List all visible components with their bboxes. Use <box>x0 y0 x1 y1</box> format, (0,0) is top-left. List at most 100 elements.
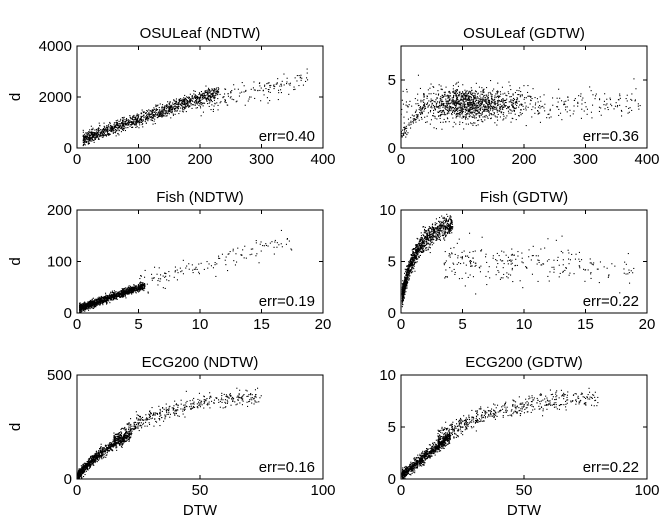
scatter-point <box>414 119 416 121</box>
scatter-point <box>464 114 466 116</box>
scatter-point <box>461 94 463 96</box>
scatter-point <box>423 99 425 101</box>
scatter-point <box>300 76 302 78</box>
scatter-point <box>488 114 490 116</box>
scatter-point <box>564 103 566 105</box>
scatter-point <box>525 105 527 107</box>
scatter-point <box>438 101 440 103</box>
scatter-point <box>417 244 419 246</box>
scatter-point <box>490 103 492 105</box>
scatter-point <box>467 111 469 113</box>
scatter-point <box>501 99 503 101</box>
scatter-point <box>181 105 183 107</box>
scatter-point <box>428 232 430 234</box>
scatter-point <box>485 94 487 96</box>
scatter-point <box>123 116 125 118</box>
scatter-point <box>456 82 458 84</box>
scatter-point <box>465 114 467 116</box>
scatter-point <box>240 254 242 256</box>
scatter-point <box>177 107 179 109</box>
scatter-point <box>485 114 487 116</box>
scatter-point <box>413 115 415 117</box>
scatter-point <box>438 224 440 226</box>
scatter-point <box>460 93 462 95</box>
scatter-point <box>447 111 449 113</box>
scatter-point <box>85 308 87 310</box>
scatter-point <box>207 99 209 101</box>
scatter-point <box>79 310 81 312</box>
scatter-point <box>135 116 137 118</box>
scatter-point <box>484 119 486 121</box>
scatter-point <box>91 299 93 301</box>
scatter-point <box>117 128 119 130</box>
scatter-point <box>429 243 431 245</box>
scatter-point <box>499 106 501 108</box>
scatter-point <box>164 113 166 115</box>
scatter-point <box>488 111 490 113</box>
scatter-point <box>134 123 136 125</box>
scatter-point <box>80 304 82 306</box>
scatter-point <box>122 127 124 129</box>
scatter-point <box>416 114 418 116</box>
scatter-point <box>120 123 122 125</box>
scatter-point <box>515 108 517 110</box>
y-tick-label: 100 <box>47 254 72 271</box>
scatter-point <box>469 111 471 113</box>
scatter-point <box>161 116 163 118</box>
scatter-point <box>200 262 202 264</box>
scatter-point <box>159 115 161 117</box>
scatter-point <box>169 101 171 103</box>
scatter-point <box>429 244 431 246</box>
scatter-point <box>130 118 132 120</box>
scatter-point <box>508 107 510 109</box>
scatter-point <box>581 99 583 101</box>
scatter-point <box>144 283 146 285</box>
scatter-point <box>133 117 135 119</box>
scatter-point <box>210 99 212 101</box>
scatter-point <box>426 95 428 97</box>
scatter-point <box>92 304 94 306</box>
scatter-point <box>496 91 498 93</box>
scatter-point <box>269 86 271 88</box>
scatter-point <box>449 95 451 97</box>
scatter-point <box>492 105 494 107</box>
scatter-point <box>115 122 117 124</box>
scatter-point <box>521 112 523 114</box>
scatter-point <box>112 128 114 130</box>
scatter-point <box>138 121 140 123</box>
scatter-point <box>179 101 181 103</box>
scatter-point <box>84 139 86 141</box>
scatter-point <box>194 94 196 96</box>
scatter-point <box>491 106 493 108</box>
scatter-point <box>192 104 194 106</box>
scatter-point <box>489 91 491 93</box>
scatter-point <box>445 106 447 108</box>
scatter-point <box>87 303 89 305</box>
scatter-point <box>128 290 130 292</box>
scatter-point <box>404 293 406 295</box>
scatter-point <box>436 118 438 120</box>
scatter-point <box>99 298 101 300</box>
scatter-point <box>442 106 444 108</box>
scatter-point <box>126 123 128 125</box>
scatter-point <box>453 112 455 114</box>
scatter-point <box>230 92 232 94</box>
scatter-point <box>128 289 130 291</box>
scatter-point <box>437 90 439 92</box>
scatter-point <box>497 102 499 104</box>
scatter-point <box>259 85 261 87</box>
scatter-point <box>201 104 203 106</box>
scatter-point <box>637 103 639 105</box>
scatter-point <box>269 242 271 244</box>
scatter-point <box>432 99 434 101</box>
scatter-point <box>114 295 116 297</box>
scatter-point <box>186 103 188 105</box>
scatter-point <box>170 117 172 119</box>
scatter-point <box>426 97 428 99</box>
scatter-point <box>506 108 508 110</box>
scatter-point <box>92 131 94 133</box>
scatter-point <box>138 291 140 293</box>
scatter-point <box>429 243 431 245</box>
scatter-point <box>438 237 440 239</box>
scatter-point <box>514 92 516 94</box>
